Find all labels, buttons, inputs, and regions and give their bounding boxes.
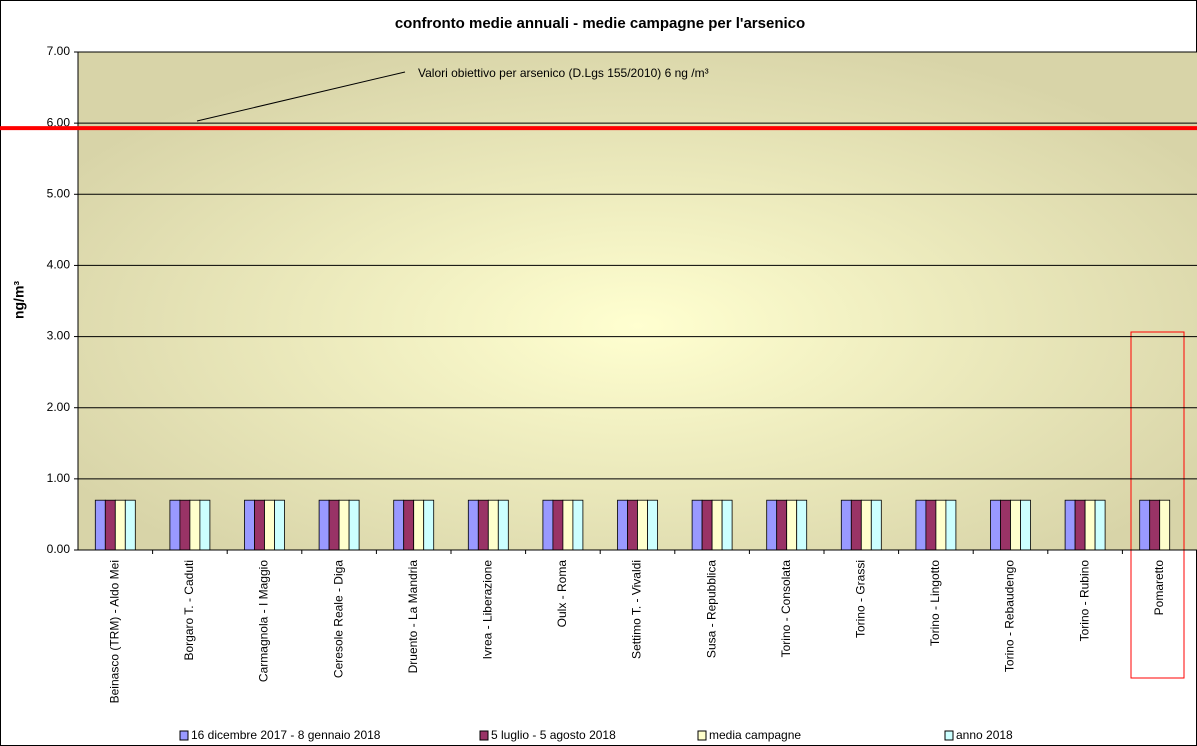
bar [179, 499, 191, 551]
bar [542, 499, 554, 551]
y-tick-label: 7.00 [47, 44, 71, 58]
bar [617, 499, 628, 551]
bar [840, 499, 852, 551]
highlight-box [1130, 331, 1185, 679]
x-tick-label: Borgaro T. - Caduti [182, 560, 196, 661]
y-tick-label: 6.00 [47, 115, 71, 129]
bar [487, 499, 499, 551]
legend-swatch [179, 730, 189, 741]
x-tick-label: Susa - Repubblica [704, 560, 718, 658]
bar [1139, 499, 1151, 551]
y-tick-label: 5.00 [47, 186, 71, 200]
bar [850, 499, 862, 551]
y-tick-label: 1.00 [47, 471, 71, 485]
bar [1020, 499, 1031, 551]
bar [328, 499, 340, 551]
bar [990, 499, 1001, 551]
legend-label: 5 luglio - 5 agosto 2018 [491, 728, 616, 742]
plot-area [78, 52, 1197, 550]
bar [169, 499, 181, 551]
bar [94, 499, 106, 551]
bar [711, 499, 723, 551]
x-tick-label: Carmagnola - I Maggio [257, 560, 271, 682]
x-tick-label: Settimo T. - Vivaldi [630, 560, 644, 659]
bar [1000, 499, 1011, 551]
y-tick-label: 3.00 [47, 329, 71, 343]
legend-label: anno 2018 [956, 728, 1013, 742]
y-tick-label: 2.00 [47, 400, 71, 414]
bar [860, 499, 872, 551]
bar [796, 499, 808, 551]
bar [552, 499, 564, 551]
bar [244, 499, 255, 551]
bar [691, 499, 703, 551]
y-axis-label: ng/m³ [11, 281, 27, 319]
x-tick-label: Torino - Rebaudengo [1003, 560, 1017, 672]
chart-title: confronto medie annuali - medie campagne… [395, 15, 805, 32]
bar [104, 499, 116, 551]
legend-swatch [479, 730, 489, 741]
x-tick-label: Torino - Rubino [1077, 560, 1091, 642]
legend-label: media campagne [709, 728, 801, 742]
bar [497, 499, 509, 551]
bar [945, 499, 957, 551]
bar [766, 499, 778, 551]
bar [467, 499, 479, 551]
bar [870, 499, 882, 551]
legend-swatch [944, 730, 954, 741]
bar [1064, 499, 1076, 551]
bar [254, 499, 265, 551]
legend-swatch [697, 730, 707, 741]
bar [189, 499, 201, 551]
bar [1010, 499, 1021, 551]
x-tick-label: Torino - Consolata [779, 560, 793, 658]
bar [124, 499, 136, 551]
bar [264, 499, 275, 551]
bar [776, 499, 788, 551]
bar [423, 499, 435, 551]
bar [786, 499, 798, 551]
bar [562, 499, 574, 551]
bar [393, 499, 405, 551]
bar [1074, 499, 1086, 551]
y-tick-label: 4.00 [47, 258, 71, 272]
bar [403, 499, 415, 551]
bar [647, 499, 658, 551]
x-tick-label: Pomaretto [1152, 560, 1166, 616]
bar [701, 499, 713, 551]
bar [627, 499, 638, 551]
bar [721, 499, 733, 551]
x-tick-label: Ivrea - Liberazione [480, 560, 494, 660]
bar [199, 499, 211, 551]
x-tick-label: Oulx - Roma [555, 560, 569, 628]
bar [915, 499, 927, 551]
legend-label: 16 dicembre 2017 - 8 gennaio 2018 [191, 728, 381, 742]
bar [114, 499, 126, 551]
bar [338, 499, 350, 551]
bar [1084, 499, 1096, 551]
bar [413, 499, 425, 551]
x-tick-label: Druento - La Mandria [406, 560, 420, 674]
bar [1094, 499, 1106, 551]
annotation: Valori obiettivo per arsenico (D.Lgs 155… [418, 66, 709, 80]
y-tick-label: 0.00 [47, 542, 71, 556]
bar [477, 499, 489, 551]
bar [637, 499, 648, 551]
bar [318, 499, 330, 551]
bar [1149, 499, 1161, 551]
bar [348, 499, 360, 551]
x-tick-label: Torino - Grassi [853, 560, 867, 638]
x-tick-label: Torino - Lingotto [928, 560, 942, 646]
bar [935, 499, 947, 551]
x-tick-label: Ceresole Reale - Diga [331, 560, 345, 678]
bar [925, 499, 937, 551]
x-tick-label: Beinasco (TRM) - Aldo Mei [107, 560, 121, 703]
bar [1159, 499, 1171, 551]
bar [274, 499, 285, 551]
annotation-leader [196, 71, 406, 122]
bar [572, 499, 584, 551]
